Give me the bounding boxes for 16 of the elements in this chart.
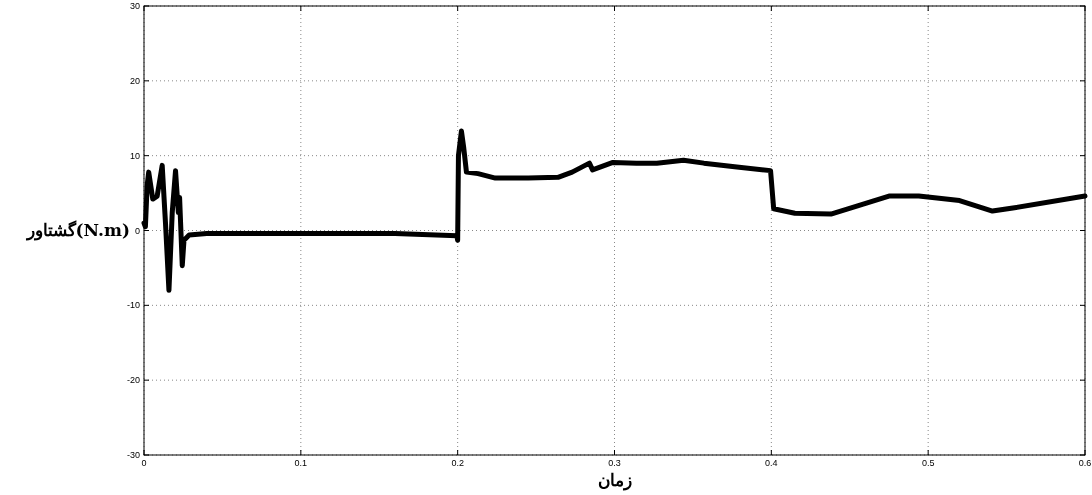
y-tick-label: -20 xyxy=(126,375,140,386)
y-axis-title: گشتاور(N.m) xyxy=(24,220,130,242)
y-tick-label: 20 xyxy=(129,75,140,86)
y-tick-label: 10 xyxy=(129,150,140,161)
x-tick-label: 0.6 xyxy=(1078,458,1092,468)
x-tick-label: 0.2 xyxy=(451,458,464,468)
y-tick-label: -10 xyxy=(126,300,140,311)
x-tick-label: 0.5 xyxy=(921,458,935,468)
x-tick-label: 0.3 xyxy=(608,458,621,468)
x-tick-label: 0.1 xyxy=(294,458,308,468)
y-tick-label: 0 xyxy=(134,225,140,236)
x-tick-label: 0 xyxy=(141,458,147,468)
x-axis-title: زمان xyxy=(597,470,632,491)
y-tick-label: -30 xyxy=(126,450,140,461)
y-tick-label: 30 xyxy=(129,1,140,12)
x-tick-label: 0.4 xyxy=(765,458,778,468)
